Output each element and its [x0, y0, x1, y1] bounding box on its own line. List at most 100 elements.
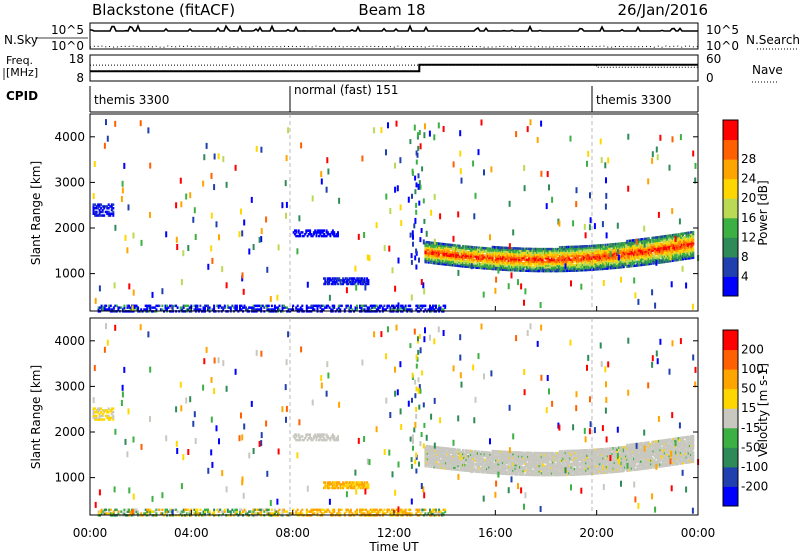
- power-cell: [506, 252, 509, 255]
- power-cell: [361, 280, 364, 284]
- power-cell: [482, 257, 485, 261]
- power-cell: [644, 246, 647, 250]
- velocity-cell: [490, 455, 493, 458]
- velocity-cell: [508, 456, 511, 459]
- velocity-cell: [512, 467, 515, 470]
- power-cell: [564, 263, 567, 270]
- power-cell: [204, 308, 206, 311]
- velocity-cell: [430, 456, 433, 459]
- velocity-cell: [500, 452, 503, 455]
- velocity-cell: [444, 447, 447, 450]
- velocity-cell: [487, 458, 490, 462]
- velocity-cell: [525, 471, 528, 475]
- power-cell: [662, 259, 665, 262]
- velocity-cell: [496, 461, 499, 464]
- power-cell: [456, 253, 459, 256]
- power-cell: [278, 304, 281, 308]
- power-cell: [507, 263, 510, 266]
- power-cell: [522, 262, 525, 265]
- power-cell: [552, 253, 555, 256]
- power-cell: [490, 256, 493, 260]
- power-cell: [681, 265, 684, 272]
- power-cell: [655, 238, 658, 241]
- power-cell: [691, 251, 694, 254]
- power-cell: [126, 247, 129, 254]
- power-cell: [612, 257, 615, 261]
- power-cell: [545, 262, 548, 265]
- power-cell: [324, 282, 327, 286]
- velocity-cell: [448, 460, 451, 463]
- velocity-cell: [481, 450, 484, 454]
- power-cell: [490, 251, 493, 254]
- power-cell: [460, 263, 463, 266]
- power-cell: [311, 304, 314, 308]
- power-cell: [511, 248, 513, 252]
- power-cell: [655, 245, 658, 248]
- power-cell: [585, 248, 588, 252]
- power-cell: [625, 250, 627, 254]
- power-cell: [443, 252, 446, 255]
- power-cell: [642, 250, 645, 254]
- power-cell: [564, 269, 567, 273]
- power-cell: [600, 255, 602, 258]
- velocity-cell: [464, 449, 467, 452]
- power-cell: [489, 247, 492, 250]
- power-cell: [451, 247, 454, 251]
- power-cell: [572, 254, 575, 258]
- power-cell: [655, 258, 658, 261]
- power-cell: [602, 265, 605, 269]
- power-cell: [552, 247, 555, 251]
- power-cell: [677, 240, 680, 243]
- power-cell: [484, 259, 487, 263]
- power-cell: [395, 304, 398, 308]
- power-cell: [472, 260, 475, 264]
- power-cell: [634, 253, 637, 256]
- power-cell: [104, 210, 107, 214]
- power-cell: [350, 282, 353, 286]
- power-cell: [565, 260, 568, 263]
- velocity-cell: [426, 463, 429, 466]
- power-cell: [409, 304, 412, 308]
- velocity-cell: [433, 453, 436, 456]
- power-cell: [547, 262, 550, 265]
- power-cell: [566, 251, 569, 254]
- velocity-cell: [513, 467, 516, 470]
- power-cell: [691, 243, 694, 247]
- power-cell: [557, 260, 560, 264]
- power-cell: [335, 280, 338, 284]
- power-cell: [329, 277, 332, 280]
- power-cell: [646, 239, 649, 242]
- power-cell: [694, 177, 697, 184]
- power-cell: [479, 259, 482, 262]
- power-cell: [431, 250, 434, 254]
- power-cell: [524, 256, 527, 260]
- power-cell: [537, 260, 540, 264]
- noise-left-tick-bottom: 10^0: [51, 39, 84, 53]
- velocity-cell: [429, 459, 431, 463]
- power-cell: [325, 306, 328, 309]
- power-cell: [439, 262, 442, 266]
- power-cell: [581, 265, 584, 268]
- velocity-cell: [492, 451, 495, 455]
- power-cell: [571, 251, 574, 254]
- power-cell: [619, 244, 622, 247]
- power-cell: [366, 254, 369, 261]
- velocity-cell: [448, 447, 451, 451]
- power-cell: [614, 250, 617, 253]
- velocity-cell: [429, 452, 431, 456]
- power-cell: [481, 248, 484, 252]
- power-cell: [523, 256, 526, 260]
- power-cell: [664, 244, 667, 247]
- power-cell: [686, 237, 689, 240]
- power-cell: [241, 230, 244, 237]
- power-cell: [439, 308, 442, 311]
- velocity-cell: [495, 470, 498, 473]
- velocity-cell: [467, 458, 470, 462]
- power-cell: [309, 229, 312, 232]
- velocity-cell: [427, 456, 430, 459]
- velocity-cell: [488, 456, 491, 460]
- velocity-cell: [426, 457, 429, 461]
- power-cell: [525, 247, 528, 251]
- power-cell: [672, 235, 675, 239]
- power-cell: [419, 237, 422, 243]
